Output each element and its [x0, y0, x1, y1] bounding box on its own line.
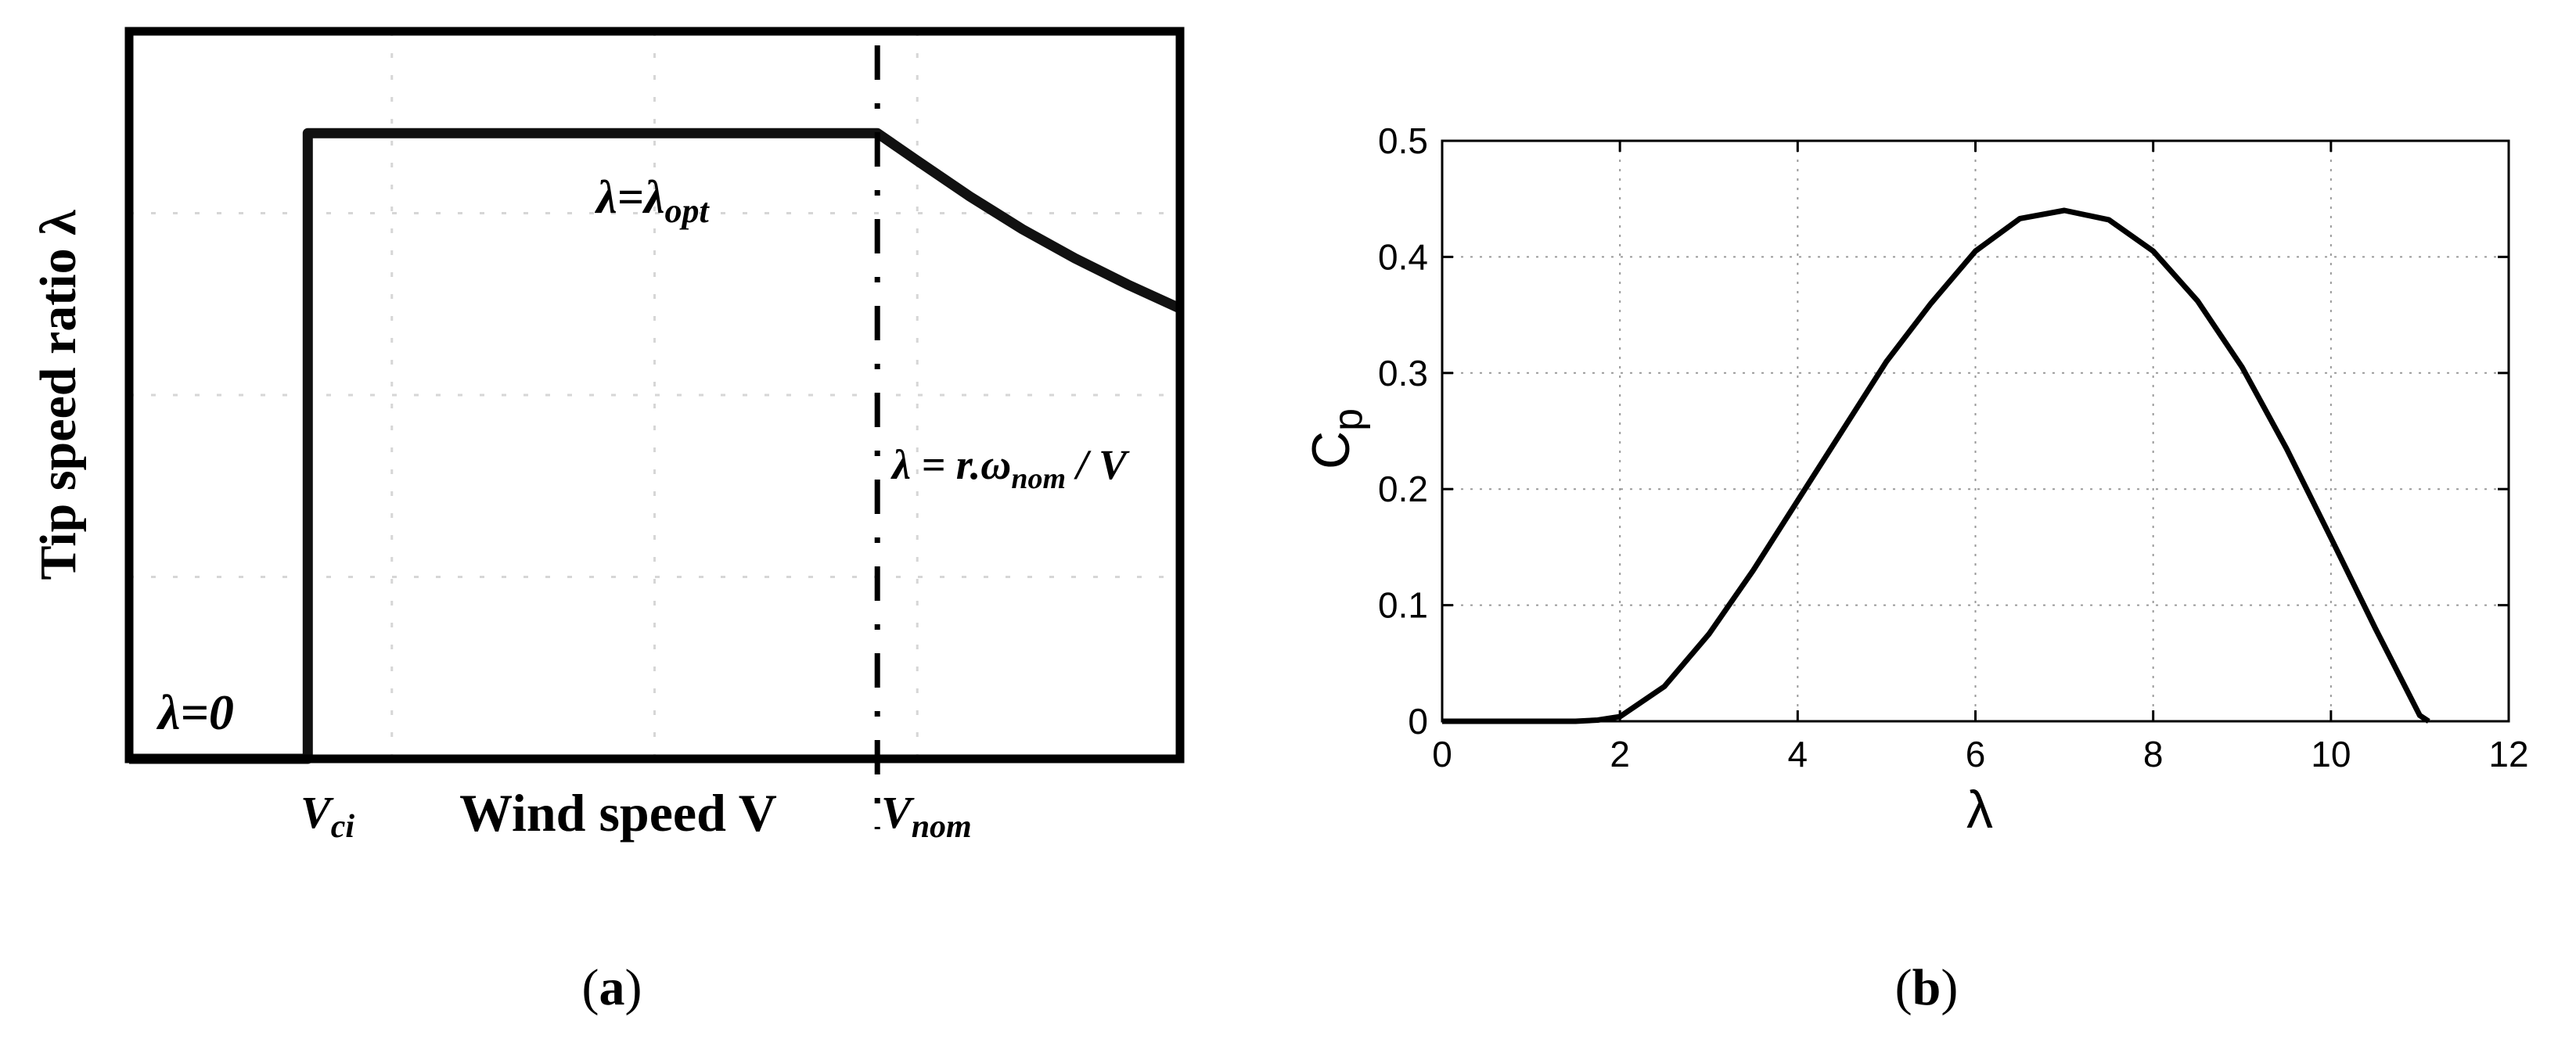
panel-a-annotation-zero: λ=0 [156, 684, 234, 740]
panel-a-annotation-nom: λ = r.ωnom / V [890, 441, 1130, 495]
panel-b-ytick-label-0.4: 0.4 [1378, 236, 1428, 277]
panel-a-tick-vci: Vci [300, 787, 354, 845]
panel-b-ytick-label-0.1: 0.1 [1378, 585, 1428, 626]
panel-b-xtick-label-4: 4 [1788, 734, 1808, 774]
panel-b-ytick-label-0.3: 0.3 [1378, 353, 1428, 393]
panel-b-xtick-label-2: 2 [1610, 734, 1630, 774]
panel-b-tick-labels: 0 2 4 6 8 10 12 0 0.1 0.2 0.3 0.4 0.5 [1378, 120, 2529, 774]
panel-a: Tip speed ratio λ Wind speed V Vci Vnom … [30, 27, 1185, 1016]
panel-b-xtick-label-0: 0 [1432, 734, 1452, 774]
panel-a-x-label: Wind speed V [459, 783, 777, 843]
panel-b-xtick-label-6: 6 [1966, 734, 1986, 774]
panel-b-cp-curve [1442, 207, 2430, 724]
panel-a-caption: (a) [582, 959, 642, 1016]
panel-a-frame [124, 27, 1185, 764]
panel-b-xtick-label-8: 8 [2143, 734, 2164, 774]
panel-b-frame [1441, 139, 2510, 723]
panel-b-ytick-label-0.5: 0.5 [1378, 120, 1428, 161]
panel-a-tick-vnom: Vnom [881, 787, 972, 845]
panel-a-annotation-opt: λ=λopt [594, 171, 710, 230]
panel-b-ytick-label-0: 0 [1408, 701, 1428, 742]
panel-a-y-label: Tip speed ratio λ [30, 210, 87, 580]
panel-b: 0 2 4 6 8 10 12 0 0.1 0.2 0.3 0.4 0.5 Cp λ (b) [1301, 120, 2529, 1016]
panel-b-y-label: Cp [1301, 408, 1371, 469]
panel-b-grid [1442, 141, 2509, 721]
panel-a-lambda-curve [129, 128, 1182, 764]
panel-b-ytick-label-0.2: 0.2 [1378, 469, 1428, 509]
panel-b-xtick-label-12: 12 [2488, 734, 2528, 774]
panel-a-grid [129, 31, 1180, 759]
panel-b-caption: (b) [1895, 959, 1959, 1016]
panel-b-xtick-label-10: 10 [2311, 734, 2351, 774]
panel-b-ticks [1441, 139, 2510, 723]
panel-b-x-label: λ [1966, 780, 1993, 839]
